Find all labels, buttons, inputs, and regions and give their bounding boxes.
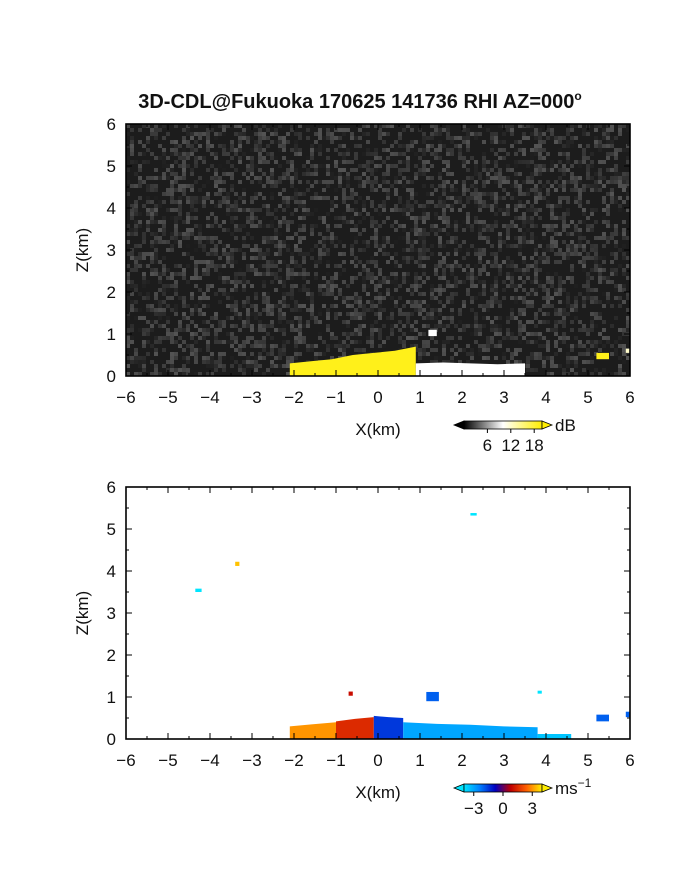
echo-region-3 <box>403 722 538 739</box>
x-tick-label: 3 <box>499 388 508 407</box>
x-tick-label: −2 <box>284 751 303 770</box>
echo-region-4 <box>625 348 630 353</box>
y-tick-label: 3 <box>107 604 116 623</box>
y-tick-label: 6 <box>107 115 116 134</box>
chart-title-degree: o <box>574 89 581 103</box>
plot-area <box>195 513 630 739</box>
x-tick-label: −5 <box>158 751 177 770</box>
y-tick-label: 2 <box>107 646 116 665</box>
x-tick-label: −2 <box>284 388 303 407</box>
axis-ticks <box>125 123 631 377</box>
echo-region-0 <box>289 722 336 739</box>
x-tick-label: 2 <box>457 751 466 770</box>
echo-region-0 <box>289 346 416 376</box>
y-tick-label: 0 <box>107 367 116 386</box>
y-tick-label: 3 <box>107 241 116 260</box>
x-tick-label: 6 <box>625 751 634 770</box>
x-tick-label: 4 <box>541 751 550 770</box>
colorbar-unit: ms−1 <box>555 776 592 798</box>
echo-region-10 <box>235 561 240 566</box>
y-tick-label: 4 <box>107 562 116 581</box>
x-tick-label: −4 <box>200 751 219 770</box>
plot-frame <box>125 486 631 740</box>
echo-region-9 <box>195 588 202 592</box>
colorbar: −3 0 3 ms−1 <box>452 776 592 818</box>
colorbar-tick-label: −3 <box>464 799 483 818</box>
colorbar-tick-label: 6 <box>483 436 492 455</box>
y-tick-label: 2 <box>107 283 116 302</box>
axis-ticks <box>125 486 631 740</box>
echo-region-12 <box>537 690 542 694</box>
x-tick-label: 5 <box>583 751 592 770</box>
x-tick-label: 5 <box>583 388 592 407</box>
x-tick-label: −5 <box>158 388 177 407</box>
x-tick-label: −1 <box>326 388 345 407</box>
colorbar-high-arrow <box>541 420 554 430</box>
plot-area <box>126 124 630 376</box>
x-axis-label: X(km) <box>355 783 400 802</box>
x-axis-label: X(km) <box>355 420 400 439</box>
chart-title: 3D-CDL@Fukuoka 170625 141736 RHI AZ=000o <box>138 89 582 113</box>
x-tick-label: −1 <box>326 751 345 770</box>
x-tick-label: −4 <box>200 388 219 407</box>
x-tick-label: 0 <box>373 388 382 407</box>
echo-region-2 <box>373 715 404 739</box>
x-tick-label: 6 <box>625 388 634 407</box>
y-tick-label: 6 <box>107 478 116 497</box>
colorbar-unit-superscript: −1 <box>578 776 592 790</box>
echo-region-1 <box>336 717 374 739</box>
y-axis-label: Z(km) <box>73 591 92 635</box>
x-tick-label: 0 <box>373 751 382 770</box>
colorbar-tick-label: 12 <box>501 436 520 455</box>
y-tick-label: 5 <box>107 157 116 176</box>
echo-regions <box>289 329 630 376</box>
colorbar-tick-label: 3 <box>528 799 537 818</box>
y-tick-label: 1 <box>107 688 116 707</box>
x-tick-label: 3 <box>499 751 508 770</box>
y-tick-label: 4 <box>107 199 116 218</box>
echo-region-1 <box>415 362 525 376</box>
x-tick-label: −3 <box>242 388 261 407</box>
x-tick-label: 1 <box>415 388 424 407</box>
echo-region-5 <box>426 691 439 702</box>
echo-region-11 <box>470 513 477 516</box>
velocity-panel: −6 −5 −4 −3 −2 −1 0 1 2 3 4 5 6 0 1 2 3 4 5 6 X(km) Z(km) −3 0 3… <box>73 478 635 818</box>
echo-region-6 <box>596 714 609 722</box>
x-tick-label: −6 <box>116 751 135 770</box>
colorbar-ramp <box>463 783 543 793</box>
colorbar-ramp <box>463 420 543 430</box>
colorbar-unit: dB <box>555 416 576 435</box>
colorbar-low-arrow <box>452 783 465 793</box>
y-tick-label: 0 <box>107 730 116 749</box>
x-tick-label: −3 <box>242 751 261 770</box>
colorbar-tick-label: 18 <box>525 436 544 455</box>
y-axis-label: Z(km) <box>73 228 92 272</box>
colorbar-low-arrow <box>452 420 465 430</box>
y-tick-label: 1 <box>107 325 116 344</box>
echo-region-7 <box>625 711 630 718</box>
echo-region-2 <box>428 329 437 337</box>
echo-regions <box>195 513 630 739</box>
colorbar-tick-label: 0 <box>498 799 507 818</box>
colorbar: 6 12 18 dB <box>452 416 576 455</box>
colorbar-high-arrow <box>541 783 554 793</box>
y-tick-label: 5 <box>107 520 116 539</box>
echo-region-3 <box>596 352 609 360</box>
x-tick-label: 2 <box>457 388 466 407</box>
x-tick-label: 1 <box>415 751 424 770</box>
echo-region-8 <box>348 691 353 696</box>
x-tick-label: 4 <box>541 388 550 407</box>
x-tick-label: −6 <box>116 388 135 407</box>
